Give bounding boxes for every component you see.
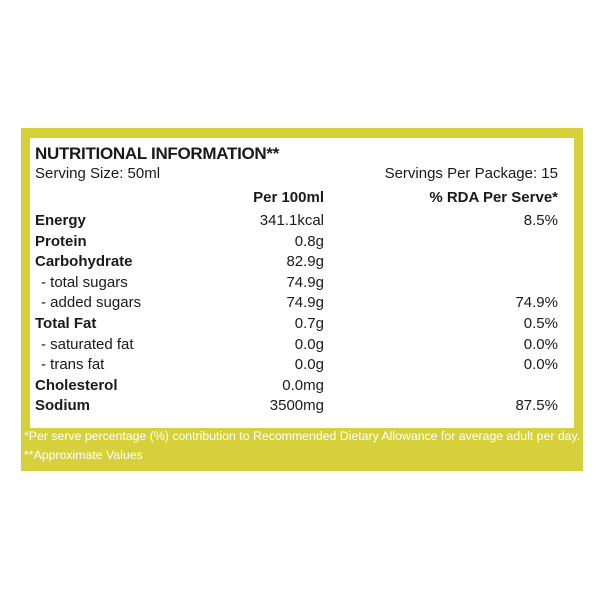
nutrient-name: - total sugars <box>41 273 128 291</box>
nutrient-name: Energy <box>35 212 86 229</box>
rda-value: 0.0% <box>523 335 558 353</box>
table-row-total-sugars: - total sugars 74.9g <box>30 273 574 294</box>
rda-value: 74.9% <box>515 294 558 312</box>
column-header-rda: % RDA Per Serve* <box>429 189 558 206</box>
per-100ml-value: 82.9g <box>286 253 324 271</box>
serving-size: Serving Size: 50ml <box>35 165 161 182</box>
per-100ml-value: 0.8g <box>294 232 324 250</box>
nutrient-name: Carbohydrate <box>35 253 133 271</box>
nutrient-name: Cholesterol <box>35 376 118 394</box>
label-title: NUTRITIONAL INFORMATION** <box>35 144 280 163</box>
nutrition-label: NUTRITIONAL INFORMATION** Serving Size: … <box>21 128 583 471</box>
per-100ml-value: 0.7g <box>294 314 324 332</box>
footnote-approximate: **Approximate Values <box>24 448 143 462</box>
rda-value: 0.5% <box>523 314 558 332</box>
servings-per-package: Servings Per Package: 15 <box>384 165 558 182</box>
rda-value: 87.5% <box>515 397 558 415</box>
per-100ml-value: 0.0g <box>294 356 324 374</box>
table-row-protein: Protein 0.8g <box>30 232 574 253</box>
per-100ml-value: 0.0g <box>294 335 324 353</box>
table-row-carbohydrate: Carbohydrate 82.9g <box>30 252 574 273</box>
nutrient-name: Sodium <box>35 397 90 415</box>
per-100ml-value: 0.0mg <box>282 376 324 394</box>
column-header-per-100ml: Per 100ml <box>253 189 324 206</box>
table-row-added-sugars: - added sugars 74.9g 74.9% <box>30 293 574 314</box>
rda-value: 0.0% <box>523 356 558 374</box>
per-100ml-value: 341.1kcal <box>259 212 324 229</box>
table-row-cholesterol: Cholesterol 0.0mg <box>30 376 574 397</box>
per-100ml-value: 3500mg <box>269 397 324 415</box>
per-100ml-value: 74.9g <box>286 294 324 312</box>
table-row-trans-fat: - trans fat 0.0g 0.0% <box>30 355 574 376</box>
nutrient-name: Protein <box>35 232 87 250</box>
table-row-energy: Energy 341.1kcal 8.5% <box>30 211 574 232</box>
table-row-total-fat: Total Fat 0.7g 0.5% <box>30 314 574 335</box>
per-100ml-value: 74.9g <box>286 273 324 291</box>
nutrient-table: Energy 341.1kcal 8.5% Protein 0.8g Carbo… <box>30 211 574 417</box>
rda-value: 8.5% <box>523 212 558 229</box>
nutrient-name: Total Fat <box>35 314 97 332</box>
footnotes: *Per serve percentage (%) contribution t… <box>24 427 580 465</box>
table-row-sodium: Sodium 3500mg 87.5% <box>30 396 574 417</box>
nutrient-name: - added sugars <box>41 294 142 312</box>
nutrient-name: - saturated fat <box>41 335 134 353</box>
footnote-rda: *Per serve percentage (%) contribution t… <box>24 429 581 443</box>
table-row-saturated-fat: - saturated fat 0.0g 0.0% <box>30 335 574 356</box>
nutrient-name: - trans fat <box>41 356 105 374</box>
nutrition-panel: NUTRITIONAL INFORMATION** Serving Size: … <box>30 138 574 428</box>
